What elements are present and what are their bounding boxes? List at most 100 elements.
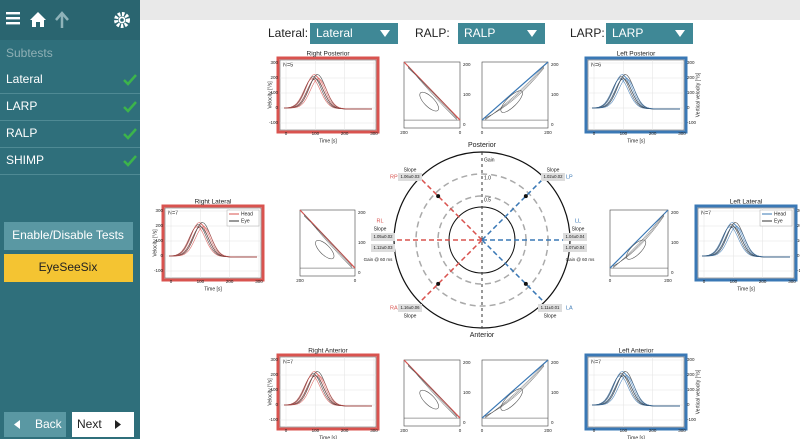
impulse-frame xyxy=(694,204,798,282)
y-axis-label: Vertical velocity [°/s] xyxy=(695,72,701,117)
x-tick-label: 200 xyxy=(400,130,408,135)
y-tick-label: 300 xyxy=(687,357,695,362)
value-box xyxy=(541,173,565,181)
impulse-frame xyxy=(584,353,688,431)
x-tick-label: 0 xyxy=(481,428,484,433)
value-box xyxy=(563,233,587,241)
subtest-item[interactable] xyxy=(0,148,140,174)
back-arrow xyxy=(14,420,20,429)
menu-icon[interactable] xyxy=(6,12,20,15)
value-box xyxy=(371,244,395,252)
panel-n: N=7 xyxy=(168,210,178,216)
x-axis-label: Time [s] xyxy=(319,435,337,439)
value-text: 1.07±0.04 xyxy=(565,245,585,250)
menu-icon[interactable] xyxy=(6,17,20,20)
y-axis-label: Vertical velocity [°/s] xyxy=(695,369,701,414)
gain-point xyxy=(523,281,528,286)
x-tick-label: 0 xyxy=(481,130,484,135)
home-icon[interactable] xyxy=(30,12,46,27)
settings-icon[interactable] xyxy=(114,12,130,28)
y-axis-label: Velocity [°/s] xyxy=(152,229,158,257)
y-tick-label: -100 xyxy=(687,120,697,125)
x-tick-label: 100 xyxy=(620,131,628,136)
legend-label: Head xyxy=(241,211,253,217)
legend-label: Eye xyxy=(774,218,783,224)
gain-point xyxy=(436,281,441,286)
panel-n: N=7 xyxy=(591,359,601,365)
y-tick-label: 200 xyxy=(463,62,471,67)
x-tick-label: 300 xyxy=(678,131,686,136)
confidence-ellipse xyxy=(626,239,647,260)
subtest-name: LARP xyxy=(6,99,37,113)
x-tick-label: 0 xyxy=(459,428,462,433)
panel-title: Left Anterior xyxy=(618,348,654,355)
dropdown[interactable] xyxy=(606,23,693,44)
y-tick-label: -100 xyxy=(269,417,279,422)
panel-n: N=7 xyxy=(701,210,711,216)
plot-area xyxy=(279,356,377,428)
slope-label: Slope xyxy=(374,226,387,232)
menu-icon[interactable] xyxy=(6,22,20,25)
x-tick-label: 200 xyxy=(544,428,552,433)
y-tick-label: 300 xyxy=(270,357,278,362)
x-tick-label: 200 xyxy=(759,279,767,284)
canal-line xyxy=(419,239,483,303)
y-tick-label: 0 xyxy=(797,253,800,258)
y-axis-label: Velocity [°/s] xyxy=(267,81,273,109)
next-button[interactable] xyxy=(72,412,134,437)
enable-button[interactable] xyxy=(4,222,133,250)
subtest-item[interactable] xyxy=(0,67,140,93)
y-tick-label: 200 xyxy=(797,223,800,228)
x-tick-label: 0 xyxy=(593,131,596,136)
confidence-ellipse xyxy=(500,388,523,411)
x-tick-label: 200 xyxy=(649,131,657,136)
dropdown-value: RALP xyxy=(464,26,495,40)
selector-label: Lateral: xyxy=(268,26,308,40)
regression-trace xyxy=(407,365,458,417)
subtest-item[interactable] xyxy=(0,94,140,120)
subtest-item[interactable] xyxy=(0,121,140,147)
regression-box xyxy=(403,61,461,129)
y-tick-label: 0 xyxy=(275,402,278,407)
canal-line xyxy=(481,239,545,303)
x-tick-label: 0 xyxy=(354,278,357,283)
value-text: 1.16±0.06 xyxy=(400,305,420,310)
next-arrow xyxy=(115,420,121,429)
y-tick-label: 0 xyxy=(551,122,554,127)
up-icon[interactable] xyxy=(55,11,69,28)
legend-label: Eye xyxy=(241,218,250,224)
y-tick-label: -100 xyxy=(797,268,800,273)
subtest-name: Lateral xyxy=(6,72,43,86)
ring-label: 1.0 xyxy=(484,175,491,181)
enable-button-label: Enable/Disable Tests xyxy=(12,228,124,242)
y-tick-label: 100 xyxy=(358,240,366,245)
x-tick-label: 200 xyxy=(341,428,349,433)
next-label: Next xyxy=(77,417,102,431)
eyeseesix-button[interactable] xyxy=(4,254,133,282)
panel-title: Right Anterior xyxy=(308,348,348,355)
settings-icon-hole xyxy=(120,18,124,22)
impulse-frame xyxy=(161,204,265,282)
dropdown-arrow xyxy=(380,30,390,37)
y-tick-label: 0 xyxy=(160,253,163,258)
check-icon xyxy=(123,101,137,113)
dropdown[interactable] xyxy=(310,23,398,44)
x-tick-label: 200 xyxy=(341,131,349,136)
x-tick-label: 100 xyxy=(620,428,628,433)
sidebar xyxy=(0,0,140,439)
identity-line xyxy=(609,209,669,269)
trace xyxy=(592,78,680,110)
value-text: 1.12±0.03 xyxy=(373,245,393,250)
y-tick-label: 100 xyxy=(463,390,471,395)
y-tick-label: 100 xyxy=(270,90,278,95)
impulse-frame xyxy=(276,353,380,431)
dropdown-arrow xyxy=(527,30,537,37)
gain-label: Gain xyxy=(484,157,495,163)
regression-trace xyxy=(407,67,458,119)
x-tick-label: 300 xyxy=(788,279,796,284)
x-tick-label: 200 xyxy=(400,428,408,433)
x-tick-label: 0 xyxy=(703,279,706,284)
dropdown-value: LARP xyxy=(612,26,643,40)
dropdown[interactable] xyxy=(458,23,545,44)
